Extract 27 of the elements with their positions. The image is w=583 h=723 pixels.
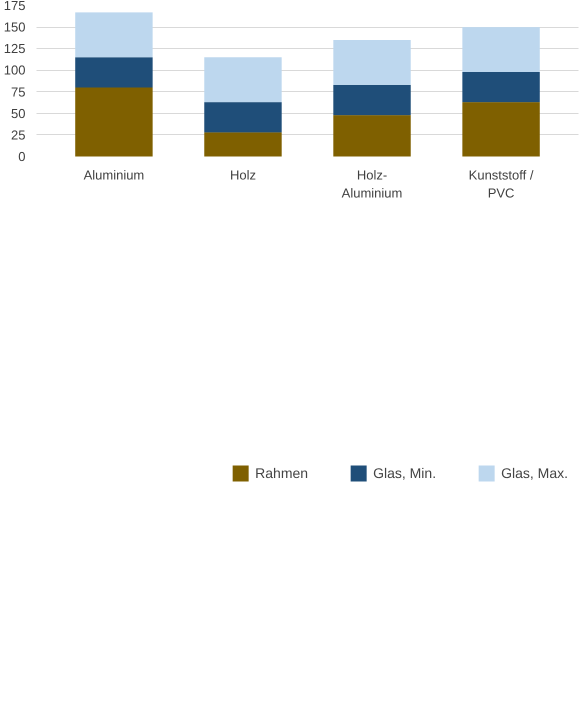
legend-label: Rahmen <box>255 465 308 481</box>
y-tick-label: 100 <box>4 62 26 78</box>
bar <box>204 57 282 102</box>
legend-label: Glas, Min. <box>373 465 436 481</box>
bar <box>462 72 540 102</box>
y-tick-label: 125 <box>4 41 26 56</box>
x-tick-label: Aluminium <box>84 168 144 182</box>
x-tick-label: Holz <box>230 168 256 182</box>
bar <box>75 12 153 58</box>
y-tick-label: 25 <box>11 127 26 142</box>
bar <box>333 84 411 116</box>
bar <box>333 115 411 156</box>
y-tick-label: 150 <box>4 20 26 35</box>
bar <box>462 27 540 72</box>
bar <box>75 57 153 88</box>
bar <box>75 87 153 156</box>
x-tick-label: Holz- Aluminium <box>342 168 402 200</box>
legend-label: Glas, Max. <box>501 465 568 481</box>
bar <box>333 40 411 85</box>
x-tick-label: Kunststoff / PVC <box>468 168 534 200</box>
y-tick-label: 175 <box>4 0 26 13</box>
bar <box>204 132 282 156</box>
y-tick-label: 50 <box>11 106 26 121</box>
y-tick-label: 75 <box>11 84 26 100</box>
bar <box>462 102 540 156</box>
bar <box>204 102 282 132</box>
y-tick-label: 0 <box>18 149 26 164</box>
